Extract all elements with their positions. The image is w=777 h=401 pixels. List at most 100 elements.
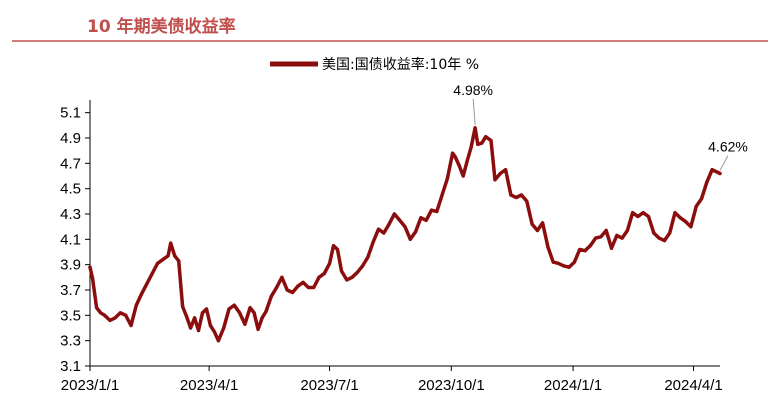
y-tick-label: 3.3 [60, 333, 81, 350]
series-layer [88, 126, 722, 343]
series-point [322, 271, 326, 276]
series-point [694, 204, 698, 208]
series-point [328, 261, 332, 265]
series-point [264, 309, 268, 314]
series-point [306, 285, 310, 290]
series-point [489, 138, 493, 143]
series-point [646, 214, 651, 219]
annotation-layer: 4.98% 4.62% [453, 82, 748, 171]
y-axis: 3.1 3.3 3.5 3.7 3.9 4.1 4.3 4.5 4.7 4.9 5.1 [60, 100, 91, 375]
series-point [256, 327, 260, 331]
x-tick-label: 2023/10/1 [418, 377, 485, 394]
x-tick-label: 2024/4/1 [664, 377, 722, 394]
series-point [371, 240, 375, 244]
series-point [604, 228, 608, 233]
series-point [161, 258, 165, 262]
legend-label: 美国:国债收益率:10年 % [322, 56, 479, 73]
series-point [562, 264, 566, 268]
series-point [636, 214, 640, 219]
series-point [519, 193, 524, 197]
series-point [166, 254, 170, 258]
series-point [269, 294, 273, 298]
series-point [345, 278, 349, 282]
series-point [689, 225, 693, 229]
series-point [103, 313, 107, 317]
series-point [129, 323, 133, 328]
series-point [335, 247, 340, 252]
series-point [657, 236, 661, 240]
y-tick-label: 5.1 [60, 105, 81, 122]
series-point [227, 307, 231, 311]
series-point [424, 218, 428, 222]
series-point [710, 168, 714, 172]
series-point [350, 275, 354, 279]
series-point [317, 275, 321, 279]
series-point [88, 265, 92, 269]
series-point [243, 322, 247, 326]
series-point [718, 171, 722, 176]
series-point [620, 236, 624, 240]
series-point [476, 142, 480, 146]
series-point [331, 244, 336, 248]
y-tick-label: 4.1 [60, 231, 81, 248]
series-point [185, 315, 189, 319]
series-point [392, 212, 396, 216]
series-point [556, 261, 561, 265]
series-point [366, 255, 370, 259]
y-tick-label: 4.3 [60, 206, 81, 223]
series-point [118, 311, 122, 315]
series-point [673, 211, 677, 215]
y-tick-label: 4.7 [60, 155, 81, 172]
series-point [480, 141, 484, 145]
series-point [301, 280, 305, 284]
series-point [275, 285, 279, 290]
series-point [419, 216, 423, 220]
series-point [465, 159, 469, 163]
series-point [248, 306, 252, 310]
series-point [177, 259, 181, 263]
series-point [134, 303, 138, 307]
series-point [285, 288, 289, 292]
x-tick-label: 2023/7/1 [300, 377, 358, 394]
series-point [382, 231, 386, 235]
series-point [498, 171, 502, 176]
series-point [113, 316, 117, 320]
series-point [296, 284, 300, 288]
series-point [108, 318, 112, 322]
chart-title: 10 年期美债收益率 [87, 16, 236, 37]
series-point [193, 316, 197, 320]
series-point [473, 126, 477, 130]
series-point [599, 235, 603, 239]
series-point [173, 254, 177, 258]
series-line [88, 126, 722, 343]
series-point [578, 247, 582, 252]
series-point [99, 311, 103, 315]
series-point [252, 311, 256, 315]
series-point [435, 209, 439, 214]
series-point [91, 277, 95, 281]
series-point [445, 176, 449, 181]
series-point [222, 326, 226, 330]
series-point [668, 231, 672, 235]
x-axis: 2023/1/1 2023/4/1 2023/7/1 2023/10/1 2024/1/… [61, 365, 723, 394]
series-point [453, 155, 457, 159]
annotation-label: 4.98% [453, 82, 493, 98]
series-point [232, 303, 236, 307]
series-point [312, 285, 316, 290]
series-point [652, 231, 656, 235]
series-point [429, 208, 434, 212]
series-point [484, 135, 488, 139]
series-point [145, 282, 149, 286]
series-point [514, 195, 518, 200]
series-point [155, 261, 160, 265]
series-point [678, 216, 682, 220]
series-point [200, 311, 205, 315]
series-point [625, 228, 630, 233]
series-point [699, 197, 704, 201]
series-point [457, 164, 461, 168]
series-point [208, 323, 212, 328]
series-point [376, 227, 381, 231]
y-tick-label: 3.9 [60, 257, 81, 274]
series-point [196, 328, 201, 333]
series-point [95, 306, 99, 310]
